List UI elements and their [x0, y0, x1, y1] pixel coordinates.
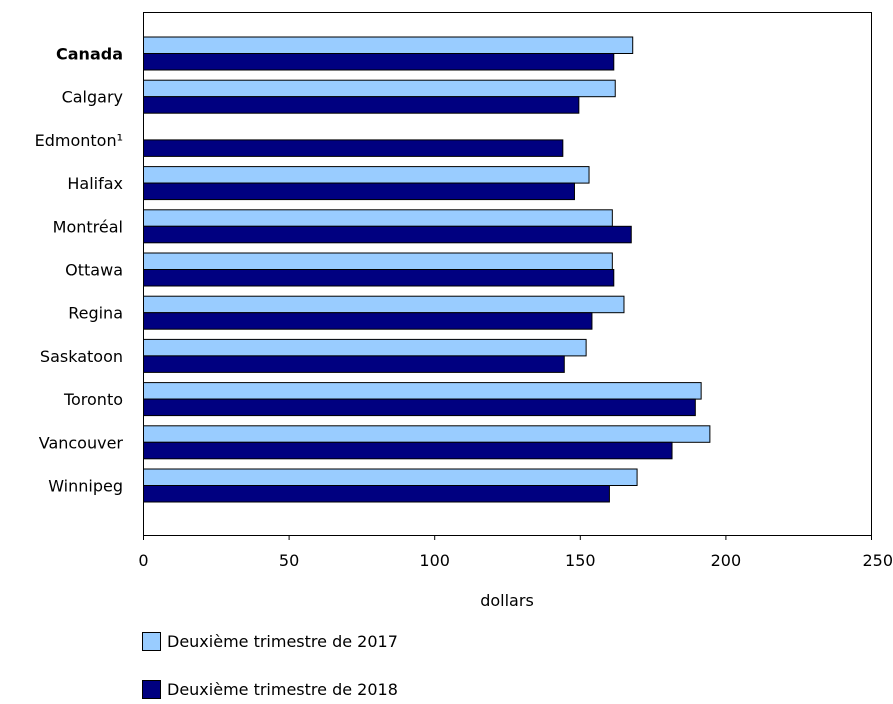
bar-toronto-2017: [143, 382, 702, 400]
category-label: Montréal: [53, 217, 123, 236]
bar-montral-2017: [143, 209, 613, 227]
bar-canada-2017: [143, 36, 634, 54]
bar-regina-2018: [143, 312, 593, 330]
bar-ottawa-2018: [143, 269, 615, 287]
category-label: Winnipeg: [48, 477, 123, 496]
legend-item-2018: Deuxième trimestre de 2018: [142, 680, 398, 699]
bar-edmonton-2018: [143, 139, 564, 157]
category-label: Halifax: [67, 174, 123, 193]
bar-halifax-2018: [143, 182, 575, 201]
bar-saskatoon-2017: [143, 338, 587, 357]
category-label: Calgary: [62, 88, 123, 107]
x-tick-label: 0: [138, 551, 148, 570]
category-label: Saskatoon: [40, 347, 123, 366]
x-axis: 0 50 100 150 200 250: [138, 535, 893, 570]
legend-swatch-2018: [142, 680, 161, 699]
bar-halifax-2017: [143, 166, 590, 184]
bar-vancouver-2017: [143, 425, 711, 443]
x-tick-label: 50: [279, 551, 299, 570]
legend-swatch-2017: [142, 632, 161, 651]
category-label: Toronto: [63, 390, 123, 409]
bar-calgary-2017: [143, 79, 616, 98]
bar-vancouver-2018: [143, 441, 673, 460]
bars-group: [143, 36, 711, 503]
x-tick-label: 150: [565, 551, 596, 570]
category-label: Vancouver: [39, 433, 124, 452]
x-tick-label: 100: [419, 551, 450, 570]
category-label: Edmonton¹: [35, 131, 123, 150]
legend-label-2017: Deuxième trimestre de 2017: [167, 632, 398, 651]
legend-label-2018: Deuxième trimestre de 2018: [167, 680, 398, 699]
bar-canada-2018: [143, 53, 615, 71]
bar-montral-2018: [143, 225, 632, 244]
category-label: Ottawa: [65, 261, 123, 280]
x-tick-label: 200: [711, 551, 742, 570]
bar-ottawa-2017: [143, 252, 613, 270]
bar-toronto-2018: [143, 398, 696, 417]
category-labels: Canada Calgary Edmonton¹ Halifax Montréal Ott…: [35, 45, 124, 496]
bar-calgary-2018: [143, 96, 580, 114]
category-label: Regina: [68, 304, 123, 323]
legend-item-2017: Deuxième trimestre de 2017: [142, 632, 398, 651]
bar-winnipeg-2018: [143, 485, 610, 503]
category-label: Canada: [56, 45, 123, 64]
x-axis-title: dollars: [480, 591, 534, 610]
bar-regina-2017: [143, 295, 625, 314]
bar-saskatoon-2018: [143, 355, 565, 373]
x-tick-label: 250: [862, 551, 893, 570]
bar-winnipeg-2017: [143, 468, 638, 486]
